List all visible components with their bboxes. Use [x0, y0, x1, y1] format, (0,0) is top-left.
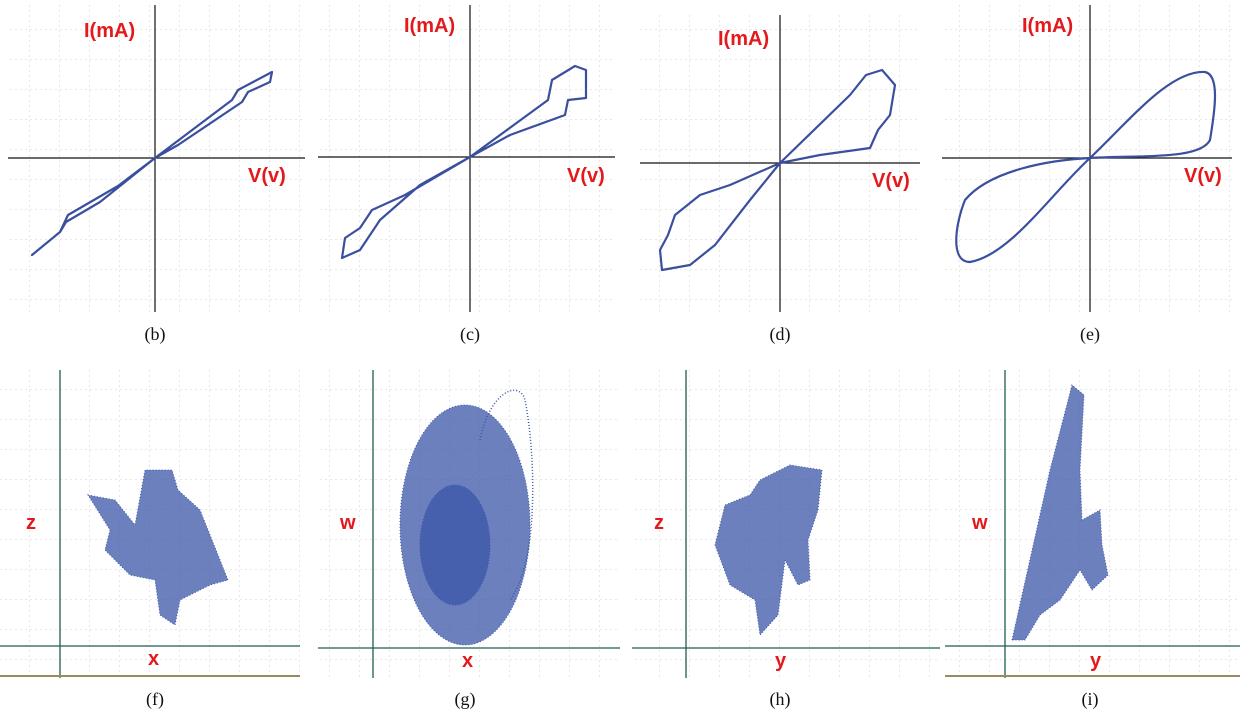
axis-label: V(v): [248, 165, 286, 187]
panel-h: z y (h): [632, 370, 940, 710]
caption: (f): [146, 689, 164, 710]
axis-label: y: [775, 650, 787, 672]
caption: (c): [460, 324, 480, 345]
caption: (b): [145, 324, 166, 345]
caption: (h): [770, 689, 791, 710]
caption: (g): [455, 689, 476, 710]
axis-label: V(v): [567, 165, 605, 187]
panel-f: z x (f): [0, 370, 300, 710]
caption: (i): [1082, 689, 1099, 710]
axis-label: z: [26, 512, 36, 534]
caption: (d): [770, 324, 791, 345]
axis-label: I(mA): [718, 28, 769, 50]
figure: I(mA) V(v) (b) I(mA) V(v) (c) I(mA) V(v)…: [0, 0, 1245, 712]
axis-label: I(mA): [404, 15, 455, 37]
caption: (e): [1080, 324, 1100, 345]
panel-c: I(mA) V(v) (c): [318, 5, 615, 345]
axis-label: I(mA): [84, 20, 135, 42]
panel-g: w x (g): [318, 370, 620, 710]
attractor: [420, 485, 490, 605]
axis-label: I(mA): [1022, 15, 1073, 37]
axis-label: z: [654, 512, 664, 534]
axis-label: w: [339, 512, 356, 534]
panel-b: I(mA) V(v) (b): [8, 5, 305, 345]
axis-label: w: [971, 512, 988, 534]
axis-label: V(v): [872, 170, 910, 192]
panel-e: I(mA) V(v) (e): [942, 5, 1232, 345]
axis-label: y: [1090, 650, 1102, 672]
axis-label: x: [462, 650, 473, 672]
axis-label: x: [148, 648, 159, 670]
panel-i: w y (i): [945, 370, 1240, 710]
axis-label: V(v): [1184, 165, 1222, 187]
panel-d: I(mA) V(v) (d): [640, 15, 920, 345]
